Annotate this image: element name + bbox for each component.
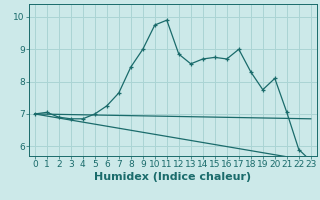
X-axis label: Humidex (Indice chaleur): Humidex (Indice chaleur) — [94, 172, 252, 182]
